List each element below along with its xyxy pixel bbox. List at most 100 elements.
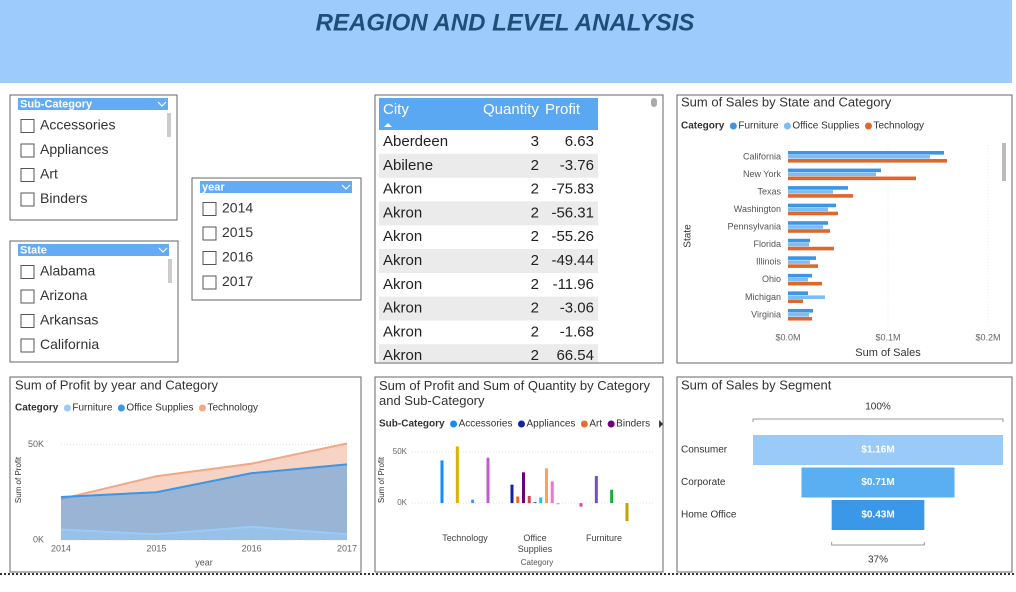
bar <box>788 168 881 173</box>
cell: 2 <box>531 300 539 317</box>
bar <box>579 503 583 507</box>
checkbox[interactable] <box>202 202 217 216</box>
panel <box>9 240 179 363</box>
checkbox[interactable] <box>20 119 35 133</box>
scrollbar <box>167 113 171 137</box>
funnel-bottom-label: 37% <box>868 555 888 566</box>
checkbox[interactable] <box>20 314 35 328</box>
legend-label[interactable]: Furniture <box>72 403 112 414</box>
bar <box>539 497 543 504</box>
slicer-item[interactable]: 2015 <box>222 224 253 240</box>
slicer-title: State <box>20 244 47 256</box>
checkbox[interactable] <box>20 338 35 353</box>
cell: Akron <box>383 347 422 364</box>
legend-label[interactable]: Accessories <box>459 419 513 430</box>
legend-label[interactable]: Furniture <box>738 121 778 132</box>
chevron <box>157 101 167 107</box>
sort-arrow <box>384 123 392 127</box>
area-line <box>60 463 348 498</box>
checkbox[interactable] <box>202 226 217 241</box>
value-label: $0.43M <box>861 510 894 521</box>
x-axis-title: year <box>195 557 213 567</box>
legend-label[interactable]: Office Supplies <box>792 121 859 132</box>
slicer-title: Sub-Category <box>20 98 93 110</box>
column-header[interactable]: Quantity <box>483 101 539 118</box>
slicer-header <box>18 244 169 256</box>
cell: Akron <box>383 323 422 340</box>
cell: 6.63 <box>565 133 594 150</box>
legend-label[interactable]: Technology <box>873 121 924 132</box>
slicer-item[interactable]: Arizona <box>40 287 88 303</box>
bar <box>533 502 537 504</box>
scrollbar <box>168 259 172 283</box>
bar <box>788 312 809 317</box>
bar <box>556 503 560 505</box>
slicer-item[interactable]: Accessories <box>40 117 115 133</box>
bar <box>788 260 810 264</box>
y-tick-label: 50K <box>393 447 408 456</box>
header-title: REAGION AND LEVEL ANALYSIS <box>316 9 695 36</box>
y-tick-label: Pennsylvania <box>727 222 781 232</box>
slicer-item[interactable]: Appliances <box>40 141 109 157</box>
bar <box>471 499 475 504</box>
legend-dot <box>580 420 588 428</box>
checkbox[interactable] <box>20 192 35 207</box>
cell: 2 <box>531 228 539 245</box>
legend-more[interactable] <box>659 420 664 428</box>
checkbox[interactable] <box>202 275 217 290</box>
x-tick-label: $0.0M <box>775 332 800 342</box>
y-tick-label: New York <box>743 169 782 179</box>
column-header[interactable]: Profit <box>545 101 581 118</box>
bar <box>486 457 490 504</box>
bracket <box>831 542 925 546</box>
y-axis-title: State <box>683 224 694 248</box>
y-tick-label: California <box>743 151 781 161</box>
x-axis-title: Sum of Sales <box>855 347 921 359</box>
bar <box>788 194 853 198</box>
x-tick-label: 2016 <box>242 543 262 553</box>
area-fill <box>61 464 347 540</box>
slicer-title: year <box>202 181 225 193</box>
bar <box>788 155 930 159</box>
bar <box>788 299 803 303</box>
slicer-item[interactable]: Alabama <box>40 263 95 279</box>
cell: -1.68 <box>560 323 594 340</box>
slicer-item[interactable]: Arkansas <box>40 312 98 328</box>
slicer-item[interactable]: 2017 <box>222 273 253 289</box>
table-header <box>379 98 598 130</box>
slicer-item[interactable]: California <box>40 336 99 352</box>
bar <box>788 186 848 190</box>
legend-label[interactable]: Technology <box>207 403 258 414</box>
bar <box>788 221 828 225</box>
slicer-item[interactable]: 2014 <box>222 200 253 216</box>
x-tick-label: Office Supplies <box>518 533 553 554</box>
slicer-item[interactable]: Binders <box>40 190 87 206</box>
bar <box>550 481 554 504</box>
y-tick-label: Florida <box>753 239 781 249</box>
bar <box>545 468 548 504</box>
column-header[interactable]: City <box>383 101 409 118</box>
slicer-item[interactable]: 2016 <box>222 249 253 265</box>
checkbox[interactable] <box>20 143 35 158</box>
bar <box>788 238 810 243</box>
checkbox[interactable] <box>202 251 217 265</box>
legend-label[interactable]: Art <box>589 419 602 430</box>
funnel-top-label: 100% <box>865 402 891 413</box>
checkbox[interactable] <box>20 168 35 182</box>
legend-label[interactable]: Binders <box>616 419 650 430</box>
slicer-item[interactable]: Art <box>40 166 58 182</box>
bar <box>788 246 834 251</box>
checkbox[interactable] <box>20 289 35 304</box>
legend-title: Category <box>681 121 725 132</box>
y-tick-label: Ohio <box>762 274 781 284</box>
bar <box>788 316 812 321</box>
checkbox[interactable] <box>20 265 35 279</box>
area-line <box>60 525 348 536</box>
legend-label[interactable]: Office Supplies <box>126 403 193 414</box>
y-tick-label: 50K <box>28 439 44 449</box>
y-tick-label: Virginia <box>751 309 781 319</box>
x-tick-label: 2017 <box>337 543 357 553</box>
legend-label[interactable]: Appliances <box>526 419 575 430</box>
